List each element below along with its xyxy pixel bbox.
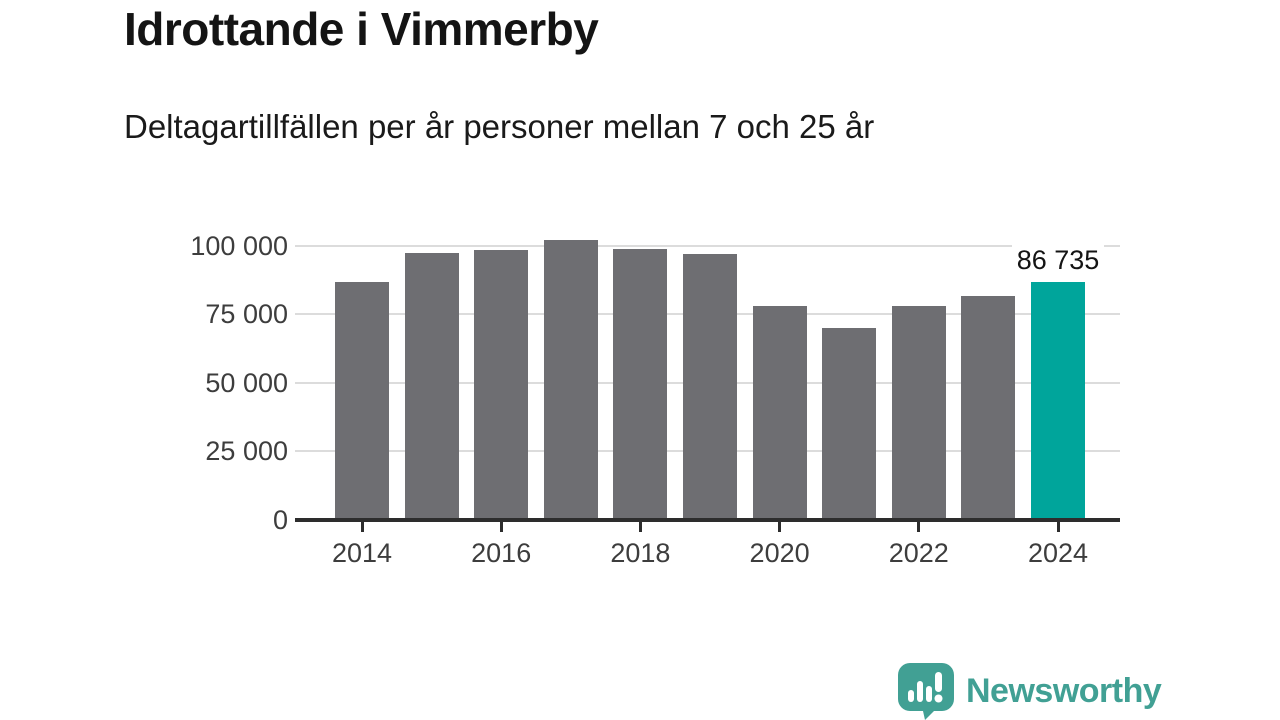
y-axis-label-50000: 50 000	[205, 367, 288, 398]
bar-2018	[613, 249, 668, 520]
bar-2022	[891, 305, 946, 520]
x-axis-tick-2014	[360, 522, 364, 532]
y-axis-label-75000: 75 000	[205, 299, 288, 330]
x-axis-tick-2018	[638, 522, 642, 532]
x-axis-label-2020: 2020	[749, 538, 810, 568]
bar-2015	[404, 252, 459, 520]
bar-2019	[683, 254, 737, 520]
bar-2020	[752, 305, 807, 520]
x-axis-tick-2020	[778, 522, 782, 532]
x-axis-line	[295, 518, 1120, 522]
x-axis-tick-2024	[1056, 522, 1060, 532]
bar-2024	[1031, 281, 1085, 520]
chart-subtitle: Deltagartillfällen per år personer mella…	[124, 108, 875, 145]
y-axis-label-0: 0	[272, 505, 288, 535]
chart-title: Idrottande i Vimmerby	[124, 3, 599, 55]
bar-2021	[822, 328, 877, 520]
x-axis-tick-2016	[499, 522, 503, 532]
newsworthy-logo-text: Newsworthy	[966, 671, 1162, 710]
x-axis-label-2018: 2018	[610, 538, 671, 568]
gridline-100000	[295, 244, 1120, 247]
x-axis-label-2024: 2024	[1027, 538, 1089, 568]
x-axis-label-2022: 2022	[888, 538, 949, 568]
bar-2016	[474, 249, 529, 520]
newsworthy-logo-icon	[898, 663, 954, 720]
bar-2017	[543, 239, 598, 520]
y-axis-label-100000: 100 000	[190, 230, 288, 261]
x-axis-label-2014: 2014	[331, 538, 393, 568]
branding: Newsworthy	[896, 662, 1162, 720]
bar-2023	[961, 296, 1016, 520]
x-axis-tick-2022	[917, 522, 921, 532]
bar-2014	[335, 281, 389, 520]
y-axis-label-25000: 25 000	[205, 436, 288, 467]
x-axis-label-2016: 2016	[471, 538, 532, 568]
bar-value-label: 86 735	[978, 244, 1138, 275]
